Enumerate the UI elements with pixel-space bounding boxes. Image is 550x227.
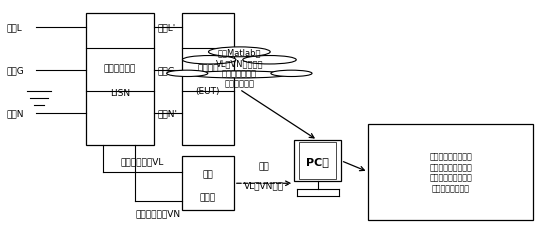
Text: 地线G: 地线G [6,66,24,75]
Text: 地线G: 地线G [157,66,175,75]
Text: 零线N': 零线N' [157,109,177,118]
Ellipse shape [190,72,289,79]
Bar [299,142,337,179]
Text: 利用Matlab对
VL、VN进行独立
分量分解，分离
出噪声源信号: 利用Matlab对 VL、VN进行独立 分量分解，分离 出噪声源信号 [216,48,263,88]
Text: 人工电源网络: 人工电源网络 [104,64,136,73]
Text: 零线噪声电压VN: 零线噪声电压VN [136,208,181,217]
Text: VL、VN数据: VL、VN数据 [244,180,284,189]
Ellipse shape [167,71,208,77]
Text: 火线L': 火线L' [157,23,175,32]
Ellipse shape [243,56,296,65]
Text: (EUT): (EUT) [196,86,220,95]
Text: 火线噪声电压VL: 火线噪声电压VL [120,156,164,165]
Ellipse shape [183,56,236,65]
Text: 导出: 导出 [258,162,270,171]
Text: 将分离出的噪声信号
与被测设备中器件所
产生的信号进行特征
比较，确定噪声源: 将分离出的噪声信号 与被测设备中器件所 产生的信号进行特征 比较，确定噪声源 [429,152,472,192]
Text: 被测设备: 被测设备 [197,64,218,73]
Bar [294,141,341,181]
Ellipse shape [271,71,312,77]
Bar [86,14,155,145]
Text: LISN: LISN [110,89,130,98]
Ellipse shape [208,48,270,57]
Bar [182,156,234,210]
Text: 数字: 数字 [202,170,213,179]
Text: 火线L: 火线L [6,23,22,32]
Text: 零线N: 零线N [6,109,24,118]
Bar [368,125,533,220]
Text: PC机: PC机 [306,156,329,166]
Text: 示波器: 示波器 [200,192,216,201]
Bar [182,14,234,145]
